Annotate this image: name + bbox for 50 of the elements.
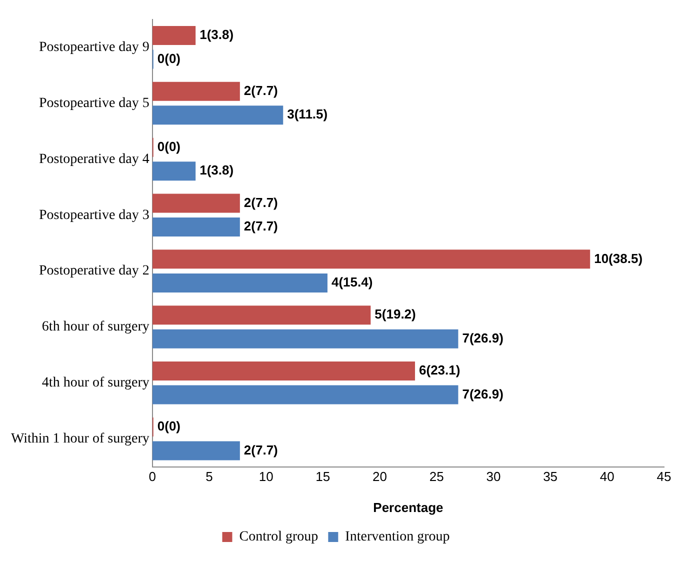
x-tick-label: 5 [206,469,213,484]
bar [152,82,240,101]
x-tick-label: 45 [656,469,672,484]
y-tick-label: Postoperative day 2 [38,264,150,279]
data-label: 7(26.9) [462,330,504,346]
bar [152,106,284,125]
data-label: 10(38.5) [594,250,643,266]
data-label: 2(7.7) [244,218,278,234]
bar [152,273,328,292]
data-label: 0(0) [157,50,181,66]
bar [152,162,196,181]
x-tick-label: 30 [486,469,501,484]
x-tick-label: 35 [543,469,558,484]
data-label: 5(19.2) [374,306,416,322]
data-label: 4(15.4) [331,274,373,290]
bar [152,329,458,348]
bar [152,26,196,45]
data-label: 0(0) [157,138,181,154]
x-tick-label: 40 [600,469,614,484]
bar [152,250,590,269]
bar [152,218,240,237]
x-tick-label: 25 [429,469,444,484]
x-tick-label: 20 [372,469,387,484]
x-axis-title: Percentage [373,500,444,515]
y-tick-label: Postopeartive day 3 [38,208,150,223]
data-label: 1(3.8) [200,27,234,42]
bar [152,441,240,460]
legend-label: Intervention group [345,530,450,545]
data-label: 2(7.7) [244,194,278,210]
data-label: 0(0) [157,418,181,434]
data-label: 2(7.7) [244,82,278,98]
y-tick-label: Postoperative day 4 [38,152,150,167]
x-tick-label: 10 [258,469,274,484]
bar [152,306,371,325]
bar [152,362,416,381]
bar [152,385,458,404]
y-tick-label: Postopeartive day 9 [38,40,150,56]
y-tick-label: 4th hour of surgery [42,376,150,391]
legend-label: Control group [239,530,318,545]
data-label: 7(26.9) [462,386,504,402]
data-label: 1(3.8) [200,162,234,178]
bar [152,194,240,213]
data-label: 2(7.7) [244,442,278,458]
x-tick-label: 0 [148,469,156,484]
data-label: 6(23.1) [419,362,460,378]
y-tick-label: Postopeartive day 5 [38,96,150,111]
data-label: 3(11.5) [287,106,328,122]
x-tick-label: 15 [316,469,330,484]
y-tick-label: 6th hour of surgery [42,320,150,335]
y-tick-label: Within 1 hour of surgery [10,432,150,447]
